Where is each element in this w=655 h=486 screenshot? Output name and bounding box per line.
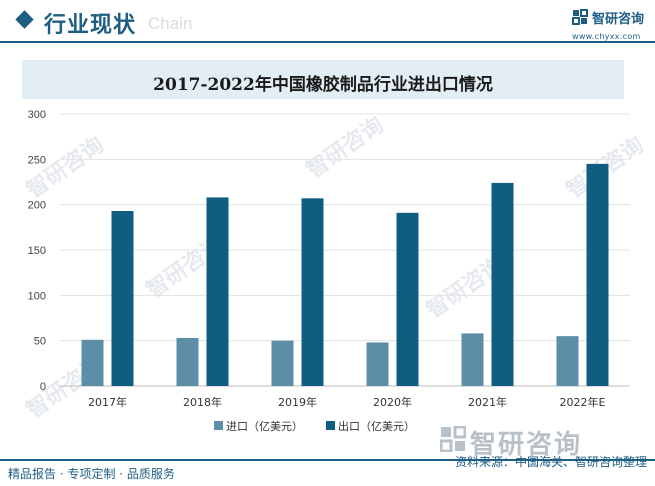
x-tick-label: 2017年 [88, 395, 127, 409]
legend-swatch-export [326, 421, 335, 430]
y-tick-label: 250 [28, 154, 46, 166]
y-tick-label: 150 [28, 245, 46, 257]
y-tick-label: 100 [28, 290, 46, 302]
brand-watermark: 智研咨询 [470, 430, 583, 460]
chart-title-box: 2017-2022年中国橡胶制品行业进出口情况 [22, 60, 624, 99]
x-tick-label: 2021年 [468, 395, 507, 409]
bar-import [556, 336, 579, 386]
brand-logo: 智研咨询 www.chyxx.com [572, 6, 652, 41]
brand-logo-icon [572, 9, 588, 25]
bar-import [461, 333, 484, 386]
legend-label-import: 进口（亿美元） [226, 420, 303, 433]
x-tick-label: 2018年 [183, 395, 222, 409]
bar-import [366, 342, 389, 386]
header-divider [0, 41, 655, 43]
y-tick-label: 0 [40, 381, 46, 393]
footer-divider [0, 459, 655, 461]
x-tick-label: 2022年E [560, 395, 606, 409]
chart-title: 2017-2022年中国橡胶制品行业进出口情况 [153, 75, 493, 95]
data-source: 资料来源：中国海关、智研咨询整理 [454, 455, 647, 469]
bar-export [206, 197, 229, 386]
footer-tagline: 精品报告 · 专项定制 · 品质服务 [8, 467, 175, 481]
y-tick-label: 300 [28, 109, 46, 121]
legend-label-export: 出口（亿美元） [338, 419, 415, 433]
brand-logo-name: 智研咨询 [592, 12, 645, 27]
bar-export [111, 211, 134, 386]
x-tick-label: 2020年 [373, 395, 412, 409]
bar-import [271, 340, 294, 386]
brand-logo-url: www.chyxx.com [572, 32, 641, 41]
bar-import [176, 337, 199, 386]
x-tick-label: 2019年 [278, 395, 317, 409]
bar-export [301, 198, 324, 386]
brand-watermark-icon [440, 426, 466, 452]
bar-export [491, 182, 514, 386]
bar-import [81, 339, 104, 386]
bar-export [586, 163, 609, 386]
legend-swatch-import [214, 421, 223, 430]
page-header: 行业现状 Chain 智研咨询 www.chyxx.com [0, 0, 655, 44]
bar-export [396, 212, 419, 386]
y-tick-label: 200 [28, 200, 46, 212]
y-tick-label: 50 [34, 336, 46, 348]
section-title: 行业现状 [44, 13, 137, 38]
header-watermark: Chain [148, 14, 193, 33]
